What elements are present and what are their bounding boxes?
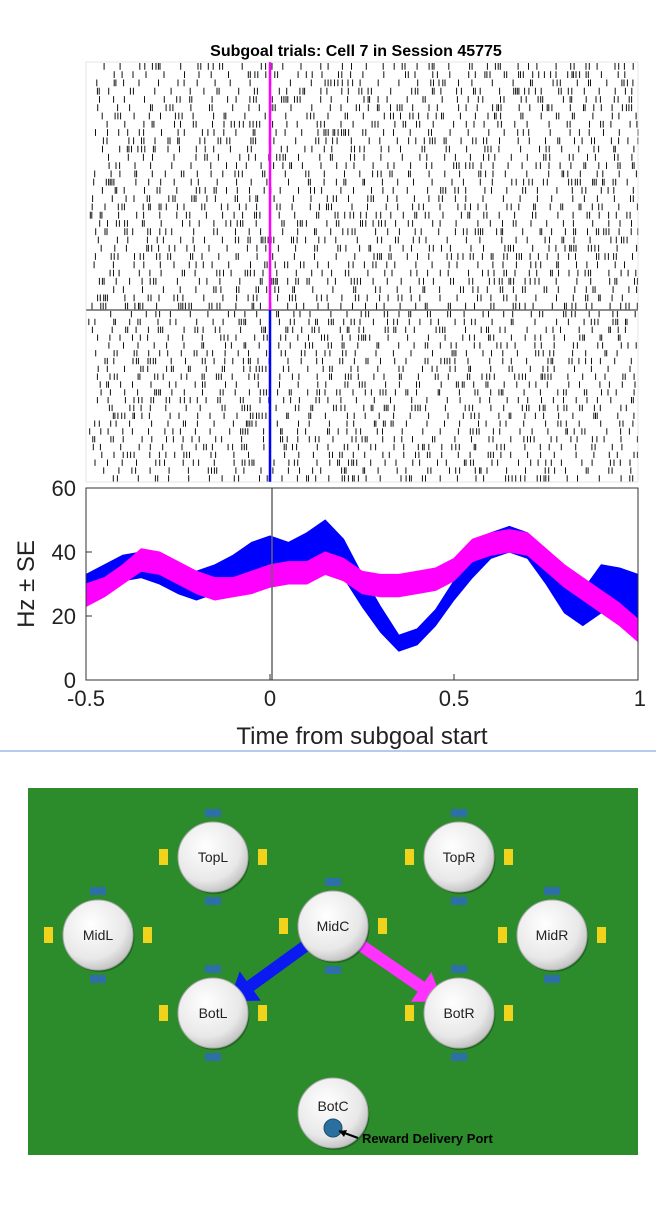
maze-node-midl: MidL — [62, 899, 135, 972]
psth-xtick-label: 1 — [634, 686, 646, 711]
port-bottom-MidC — [325, 966, 341, 974]
port-bottom-TopR — [451, 897, 467, 905]
port-top-TopL — [205, 809, 221, 817]
reward-port-icon — [323, 1118, 343, 1138]
maze-node-topr: TopR — [423, 821, 496, 894]
psth-ylabel: Hz ± SE — [13, 540, 40, 628]
port-right-BotL — [258, 1005, 267, 1021]
port-left-BotL — [159, 1005, 168, 1021]
raster-spikes — [88, 63, 639, 482]
maze-arrow-midc-botr — [352, 937, 443, 1002]
maze-node-label: MidR — [536, 927, 569, 943]
maze-node-botc: BotC — [297, 1077, 370, 1150]
maze-node-label: BotR — [443, 1005, 474, 1021]
port-right-BotR — [504, 1005, 513, 1021]
maze-diagram: TopL TopR MidL MidC MidR BotL BotR BotC Reward … — [28, 788, 638, 1155]
maze-node-label: MidL — [83, 927, 114, 943]
maze-ports — [44, 809, 606, 1061]
maze-node-midc: MidC — [297, 890, 370, 963]
psth-axes-box — [85, 487, 639, 681]
reward-port-label: Reward Delivery Port — [362, 1131, 493, 1146]
port-top-TopR — [451, 809, 467, 817]
port-top-BotR — [451, 965, 467, 973]
psth-ytick-label: 40 — [52, 540, 76, 565]
maze-node-midr: MidR — [516, 899, 589, 972]
psth-y-ticks: 0 20 40 60 — [52, 476, 92, 693]
psth-ytick-label: 60 — [52, 476, 76, 501]
maze-node-label: TopL — [198, 849, 229, 865]
maze-arrows — [229, 937, 443, 1002]
psth-ytick-label: 20 — [52, 604, 76, 629]
psth-ytick-label: 0 — [64, 668, 76, 693]
port-left-MidR — [498, 927, 507, 943]
psth-xtick-label: 0 — [264, 686, 276, 711]
port-left-TopL — [159, 849, 168, 865]
port-top-BotL — [205, 965, 221, 973]
port-bottom-BotR — [451, 1053, 467, 1061]
maze-node-label: MidC — [317, 918, 350, 934]
port-top-MidR — [544, 887, 560, 895]
raster-title: Subgoal trials: Cell 7 in Session 45775 — [210, 43, 502, 60]
maze-node-topl: TopL — [177, 821, 250, 894]
maze-arrow-midc-botl — [229, 937, 314, 1002]
port-bottom-BotL — [205, 1053, 221, 1061]
port-left-MidC — [279, 918, 288, 934]
port-left-MidL — [44, 927, 53, 943]
port-bottom-MidR — [544, 975, 560, 983]
port-bottom-TopL — [205, 897, 221, 905]
port-top-MidC — [325, 878, 341, 886]
port-right-MidR — [597, 927, 606, 943]
port-left-BotR — [405, 1005, 414, 1021]
psth-xtick-label: 0.5 — [439, 686, 470, 711]
port-right-TopR — [504, 849, 513, 865]
maze-node-label: BotL — [199, 1005, 228, 1021]
port-bottom-MidL — [90, 975, 106, 983]
psth-x-ticks: -0.5 0 0.5 1 — [67, 674, 646, 711]
psth-bands — [85, 519, 639, 652]
maze-node-botl: BotL — [177, 977, 250, 1050]
raster-frame — [85, 61, 639, 483]
raster-plot — [85, 61, 639, 483]
maze-nodes: TopL TopR MidL MidC MidR BotL BotR BotC — [62, 821, 589, 1150]
port-right-MidL — [143, 927, 152, 943]
port-right-TopL — [258, 849, 267, 865]
reward-pointer-head — [339, 1130, 347, 1137]
port-left-TopR — [405, 849, 414, 865]
psth-xlabel: Time from subgoal start — [236, 723, 488, 750]
maze-node-label: TopR — [443, 849, 476, 865]
maze-node-label: BotC — [317, 1098, 348, 1114]
port-right-MidC — [378, 918, 387, 934]
maze-node-botr: BotR — [423, 977, 496, 1050]
psth-xtick-label: -0.5 — [67, 686, 105, 711]
port-top-MidL — [90, 887, 106, 895]
